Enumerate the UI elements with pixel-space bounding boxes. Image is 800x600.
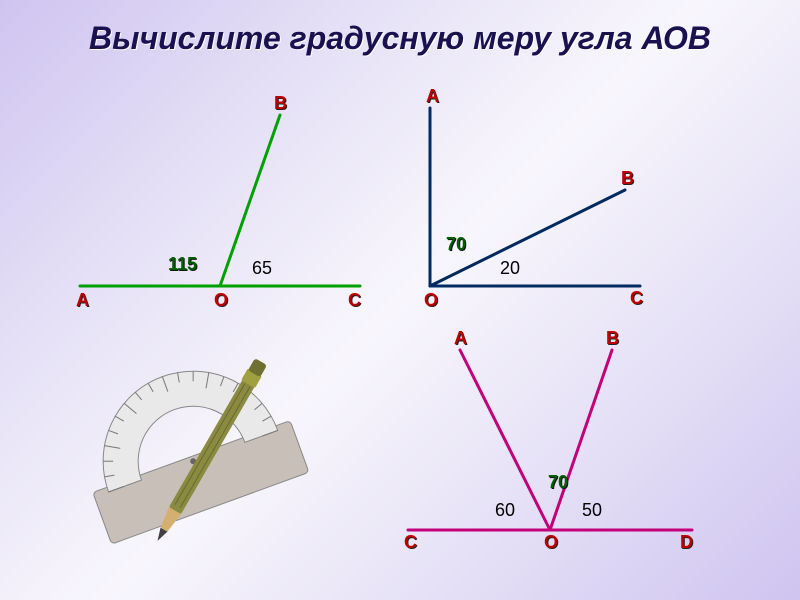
- d1-answer: 115: [168, 254, 197, 275]
- d1-point-C: С: [348, 290, 361, 311]
- d2-point-C: С: [630, 288, 643, 309]
- d2-point-B: В: [621, 168, 634, 189]
- d3-given-left: 60: [495, 500, 515, 521]
- d1-given-angle: 65: [252, 258, 272, 279]
- d1-point-B: В: [274, 93, 287, 114]
- d3-point-A: А: [454, 328, 467, 349]
- d2-answer: 70: [446, 234, 466, 255]
- page-title: Вычислите градусную меру угла АОВ: [0, 20, 800, 57]
- d1-point-O: О: [214, 290, 228, 311]
- d2-given-angle: 20: [500, 258, 520, 279]
- d3-given-right: 50: [582, 500, 602, 521]
- protractor-icon: [50, 310, 350, 600]
- d3-point-C: С: [404, 532, 417, 553]
- d3-point-B: В: [606, 328, 619, 349]
- d1-point-A: А: [76, 290, 89, 311]
- d3-answer: 70: [548, 472, 568, 493]
- d3-point-D: D: [680, 532, 693, 553]
- d2-point-O: О: [424, 290, 438, 311]
- d3-point-O: О: [544, 532, 558, 553]
- d2-point-A: А: [426, 86, 439, 107]
